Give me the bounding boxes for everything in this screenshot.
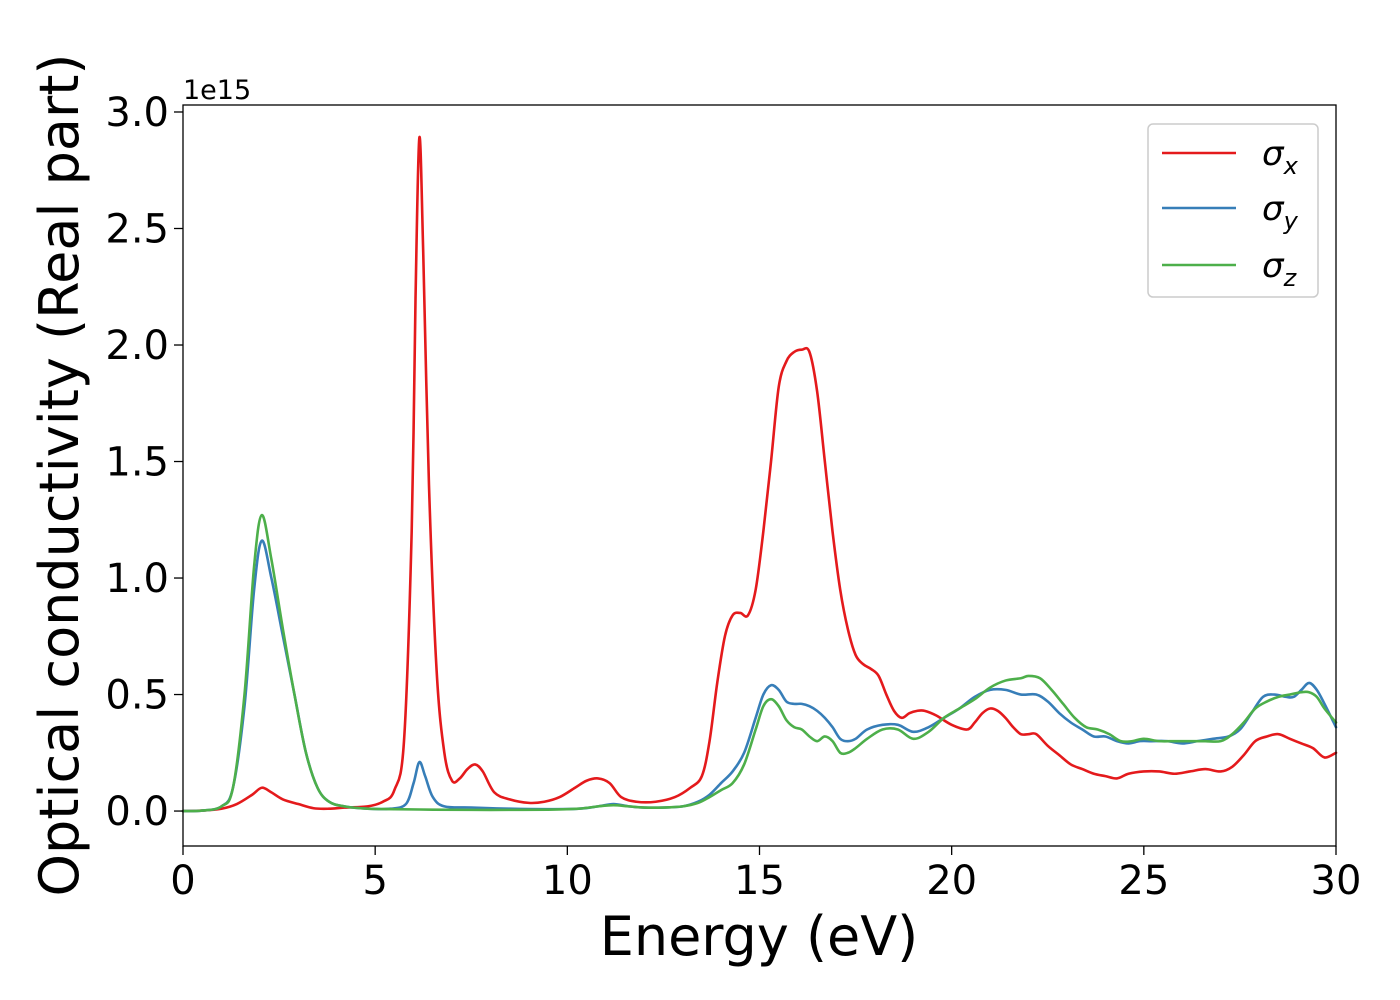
series-line-z bbox=[181, 513, 1338, 813]
series-line-x bbox=[181, 135, 1338, 813]
legend-frame bbox=[1147, 123, 1319, 298]
y-axis: 0.0 0.5 1.0 1.5 2.0 2.5 3.0 bbox=[105, 90, 183, 835]
legend-subscript: z bbox=[1283, 264, 1298, 292]
y-tick-label: 1.5 bbox=[105, 440, 169, 486]
y-tick-label: 0.5 bbox=[105, 673, 169, 719]
y-tick-label: 2.5 bbox=[105, 207, 169, 253]
y-axis-title: Optical conductivity (Real part) bbox=[28, 54, 91, 897]
x-tick-label: 20 bbox=[926, 858, 977, 904]
series-layer bbox=[181, 135, 1338, 813]
x-tick-label: 15 bbox=[734, 858, 785, 904]
y-tick-label: 1.0 bbox=[105, 556, 169, 602]
y-tick-label: 2.0 bbox=[105, 323, 169, 369]
y-tick-label: 0.0 bbox=[105, 789, 169, 835]
y-offset-label: 1e15 bbox=[183, 75, 251, 106]
x-tick-label: 10 bbox=[542, 858, 593, 904]
x-tick-label: 25 bbox=[1118, 858, 1169, 904]
plot-background bbox=[183, 105, 1336, 846]
y-tick-label: 3.0 bbox=[105, 90, 169, 136]
x-tick-label: 30 bbox=[1311, 858, 1362, 904]
x-axis: 0 5 10 15 20 25 30 bbox=[170, 846, 1361, 904]
x-axis-title: Energy (eV) bbox=[600, 905, 919, 968]
x-tick-label: 5 bbox=[362, 858, 387, 904]
legend-subscript: x bbox=[1283, 152, 1299, 180]
x-tick-label: 0 bbox=[170, 858, 195, 904]
legend-subscript: y bbox=[1283, 207, 1299, 235]
